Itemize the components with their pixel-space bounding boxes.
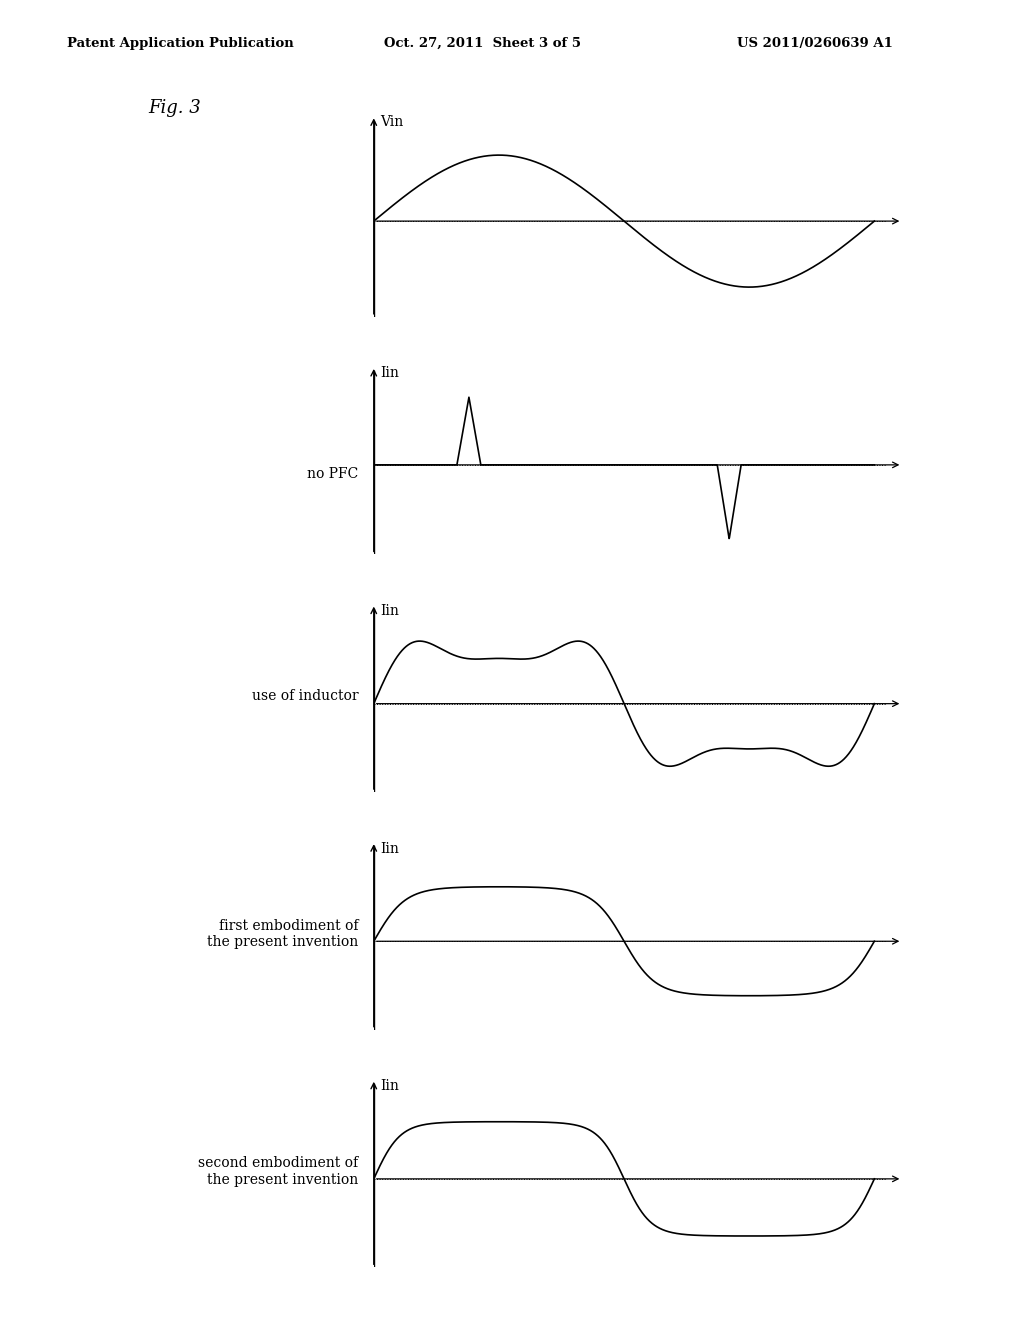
Text: second embodiment of
the present invention: second embodiment of the present inventi… (199, 1156, 358, 1187)
Text: use of inductor: use of inductor (252, 689, 358, 704)
Text: US 2011/0260639 A1: US 2011/0260639 A1 (737, 37, 893, 50)
Text: Iin: Iin (380, 1080, 399, 1093)
Text: Iin: Iin (380, 366, 399, 380)
Text: Oct. 27, 2011  Sheet 3 of 5: Oct. 27, 2011 Sheet 3 of 5 (384, 37, 581, 50)
Text: no PFC: no PFC (307, 467, 358, 480)
Text: Fig. 3: Fig. 3 (148, 99, 202, 117)
Text: Patent Application Publication: Patent Application Publication (67, 37, 293, 50)
Text: Vin: Vin (380, 116, 403, 129)
Text: first embodiment of
the present invention: first embodiment of the present inventio… (207, 919, 358, 949)
Text: Iin: Iin (380, 605, 399, 618)
Text: Iin: Iin (380, 842, 399, 855)
